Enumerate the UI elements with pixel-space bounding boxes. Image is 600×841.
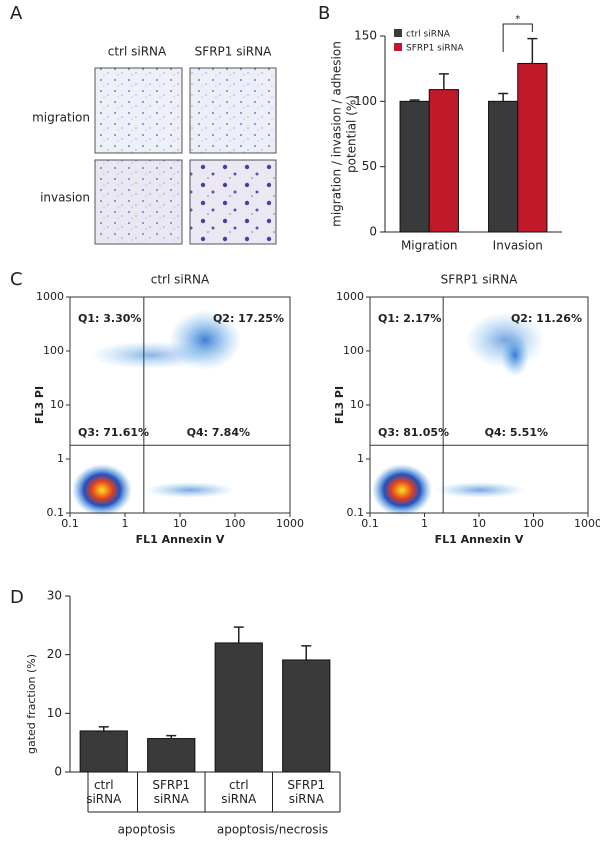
- row-label: invasion: [40, 191, 90, 205]
- significance-bracket: [502, 23, 533, 52]
- y-axis-label: FL3 PI: [33, 386, 46, 424]
- column-label: SFRP1 siRNA: [195, 45, 272, 59]
- bar: [282, 659, 331, 773]
- quadrant-label: Q1: 2.17%: [378, 312, 441, 325]
- panel-letter: B: [318, 3, 330, 24]
- x-tick-label: 1: [421, 517, 428, 530]
- micrographs: [94, 67, 277, 245]
- y-tick-label: 20: [47, 647, 62, 661]
- quadrant-label: Q4: 7.84%: [187, 426, 250, 439]
- x-tick-label: 1: [122, 517, 129, 530]
- x-tick-label: SFRP1 siRNA: [287, 778, 326, 806]
- x-tick-label: Migration: [401, 239, 458, 253]
- x-tick-label: 100: [225, 517, 246, 530]
- y-tick-label: 50: [362, 159, 377, 173]
- density-decoration: [72, 310, 545, 516]
- x-tick-label: 100: [523, 517, 544, 530]
- x-tick-label: 0.1: [61, 517, 79, 530]
- y-tick-label: 0.1: [347, 506, 365, 519]
- y-tick-label: 100: [354, 94, 377, 108]
- bar: [399, 100, 430, 233]
- y-tick-label: 10: [350, 398, 364, 411]
- y-axis-label: gated fraction (%): [25, 654, 38, 754]
- y-tick-label: 30: [47, 589, 62, 603]
- legend-swatch: [394, 43, 402, 51]
- y-axis-label: FL3 PI: [333, 386, 346, 424]
- legend-label: SFRP1 siRNA: [406, 44, 464, 54]
- y-tick-label: 0: [369, 225, 377, 239]
- group-label: apoptosis: [118, 823, 176, 837]
- x-tick-label: 10: [173, 517, 187, 530]
- x-tick-label: 0.1: [361, 517, 379, 530]
- x-tick-label: 10: [472, 517, 486, 530]
- x-tick-label: ctrl siRNA: [221, 778, 257, 806]
- panel-letter: A: [10, 3, 23, 24]
- y-axis-label: potential (%): [345, 95, 359, 173]
- quadrant-label: Q1: 3.30%: [78, 312, 141, 325]
- legend-swatch: [394, 29, 402, 37]
- y-tick-label: 0: [54, 765, 62, 779]
- y-tick-label: 100: [43, 344, 64, 357]
- y-tick-label: 100: [343, 344, 364, 357]
- quadrant-label: Q3: 71.61%: [78, 426, 149, 439]
- chart-title: ctrl siRNA: [151, 273, 210, 287]
- x-tick-label: Invasion: [493, 239, 543, 253]
- y-tick-label: 1000: [336, 290, 364, 303]
- x-tick-label: 1000: [276, 517, 304, 530]
- quadrant-label: Q3: 81.05%: [378, 426, 449, 439]
- chart-title: SFRP1 siRNA: [441, 273, 518, 287]
- x-axis-label: FL1 Annexin V: [435, 533, 524, 546]
- y-axis-label: migration / invasion / adhesion: [330, 41, 344, 227]
- y-tick-label: 10: [50, 398, 64, 411]
- panel-letter: D: [10, 587, 24, 608]
- row-label: migration: [32, 111, 90, 125]
- column-label: ctrl siRNA: [108, 45, 167, 59]
- y-tick-label: 150: [354, 29, 377, 43]
- bar: [428, 89, 459, 233]
- bar: [517, 62, 548, 233]
- bar: [147, 738, 196, 773]
- y-tick-label: 10: [47, 706, 62, 720]
- y-tick-label: 1000: [36, 290, 64, 303]
- bar: [214, 642, 263, 773]
- quadrant-label: Q2: 11.26%: [511, 312, 582, 325]
- x-axis-label: FL1 Annexin V: [136, 533, 225, 546]
- bar: [488, 100, 519, 233]
- x-tick-label: ctrl siRNA: [86, 778, 122, 806]
- x-tick-label: 1000: [574, 517, 600, 530]
- y-tick-label: 0.1: [47, 506, 65, 519]
- quadrant-label: Q2: 17.25%: [213, 312, 284, 325]
- panel-letter: C: [10, 269, 23, 290]
- group-label: apoptosis/necrosis: [217, 823, 328, 837]
- y-tick-label: 1: [57, 452, 64, 465]
- y-tick-label: 1: [357, 452, 364, 465]
- x-tick-label: SFRP1 siRNA: [152, 778, 191, 806]
- annotation: *: [515, 14, 520, 25]
- quadrant-label: Q4: 5.51%: [485, 426, 548, 439]
- legend-label: ctrl siRNA: [406, 30, 451, 40]
- bar: [79, 730, 128, 773]
